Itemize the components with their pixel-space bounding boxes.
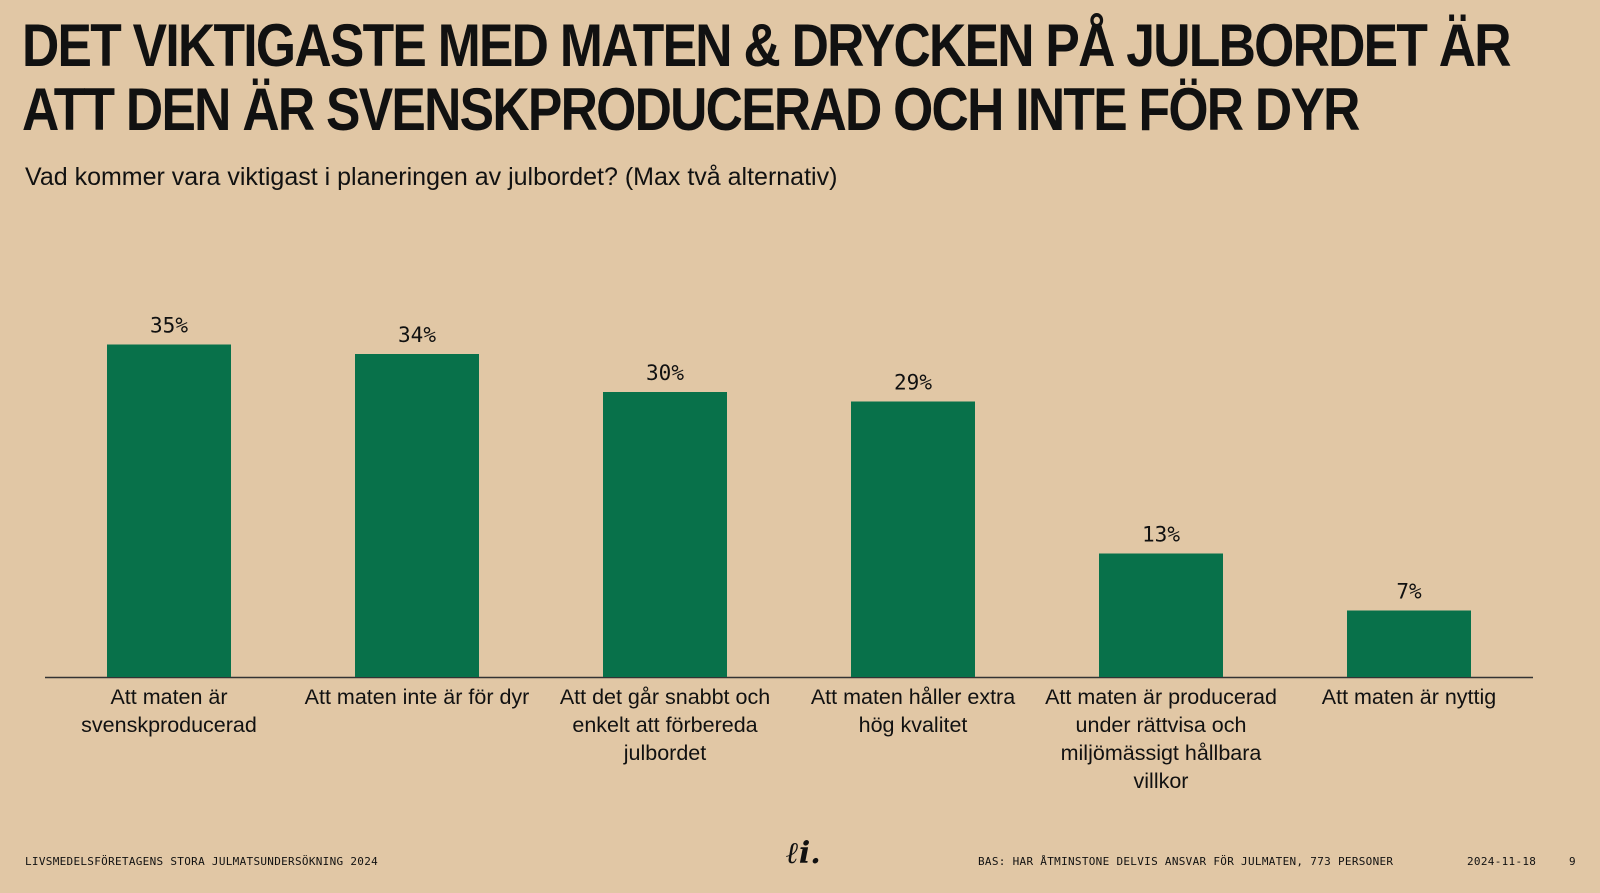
footer-page-number: 9 — [1569, 855, 1576, 868]
value-label-4: 29% — [894, 371, 932, 395]
bar-2 — [355, 354, 479, 677]
category-label-1: Att maten är svenskproducerad — [81, 685, 257, 737]
bar-4 — [851, 401, 975, 677]
footer-date: 2024-11-18 — [1467, 855, 1537, 868]
bar-1 — [107, 344, 231, 677]
page-title-line-2: ATT DEN ÄR SVENSKPRODUCERAD OCH INTE FÖR… — [22, 76, 1360, 143]
value-label-6: 7% — [1396, 580, 1422, 604]
value-label-5: 13% — [1142, 523, 1180, 547]
category-label-3: Att det går snabbt och enkelt att förber… — [559, 685, 771, 765]
value-label-2: 34% — [398, 323, 436, 347]
page-title-line-1: DET VIKTIGASTE MED MATEN & DRYCKEN PÅ JU… — [22, 12, 1512, 79]
footer-source: LIVSMEDELSFÖRETAGENS STORA JULMATSUNDERS… — [25, 855, 379, 868]
bar-3 — [603, 392, 727, 677]
bar-5 — [1099, 553, 1223, 677]
category-label-2: Att maten inte är för dyr — [304, 685, 530, 709]
chart-question: Vad kommer vara viktigast i planeringen … — [25, 163, 838, 191]
value-label-3: 30% — [646, 361, 684, 385]
value-label-1: 35% — [150, 314, 188, 338]
category-label-6: Att maten är nyttig — [1321, 685, 1497, 709]
footer-base: BAS: HAR ÅTMINSTONE DELVIS ANSVAR FÖR JU… — [978, 855, 1394, 868]
brand-logo: ℓi. — [786, 836, 821, 871]
bar-6 — [1347, 610, 1471, 677]
category-label-4: Att maten håller extra hög kvalitet — [810, 685, 1016, 737]
category-label-5: Att maten är producerad under rättvisa o… — [1045, 685, 1277, 793]
page-title: DET VIKTIGASTE MED MATEN & DRYCKEN PÅ JU… — [22, 12, 1512, 143]
